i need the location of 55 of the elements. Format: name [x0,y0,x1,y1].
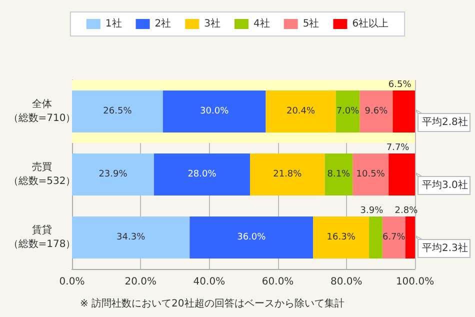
bar [313,216,370,258]
x-tick-label: 20.0% [124,276,156,288]
legend-label: 2社 [154,18,172,30]
data-label: 10.5% [356,170,386,180]
data-label: 36.0% [237,232,266,242]
x-tick-label: 80.0% [330,276,362,288]
bar [72,216,190,258]
data-label: 23.9% [98,170,128,180]
text: ※ 訪問社数において20社超の回答はベースから除いて集計 [80,298,344,310]
data-label: 8.1% [327,170,351,180]
data-label: 34.3% [116,232,146,242]
bar [392,90,415,132]
data-label: 26.5% [103,106,132,116]
legend-label: 4社 [254,18,270,30]
bar [369,216,382,258]
bar [154,154,250,196]
text: 平均2.3社 [422,242,468,254]
bar [388,154,415,196]
bar [72,90,163,132]
bar [324,154,353,196]
y-tick-label: 賃貸（総数=178） [8,224,76,250]
data-label: 21.8% [273,170,302,180]
data-label: 7.7% [386,143,410,153]
x-tick-label: 0.0% [59,276,85,288]
data-label: 2.8% [394,206,418,216]
text: 平均2.8社 [422,116,468,128]
data-label: 28.0% [188,170,217,180]
data-label: 9.6% [364,106,388,116]
bar [336,90,360,132]
data-label: 6.5% [388,80,412,90]
bar [266,90,336,132]
y-tick-label: 売買（総数=532） [8,161,76,187]
bar [360,90,393,132]
data-label: 3.9% [360,206,384,216]
x-tick-label: 100.0% [396,276,434,288]
legend-label: 3社 [204,18,221,30]
text: 平均3.0社 [422,179,468,191]
bar [405,216,415,258]
data-label: 7.0% [336,106,360,116]
bar [352,154,389,196]
x-tick-label: 60.0% [262,276,294,288]
data-label: 16.3% [326,232,356,242]
legend-label: 6社以上 [352,18,389,30]
legend-label: 5社 [302,18,320,30]
y-tick-label: 全体（総数=710） [8,98,76,124]
data-label: 20.4% [286,106,316,116]
x-tick-label: 40.0% [193,276,226,288]
data-label: 6.7% [382,232,406,242]
bar [162,90,266,132]
bar [72,154,154,196]
data-label: 30.0% [200,106,230,116]
bar [382,216,406,258]
legend-label: 1社 [105,18,122,30]
bar [250,154,325,196]
bar [190,216,314,258]
